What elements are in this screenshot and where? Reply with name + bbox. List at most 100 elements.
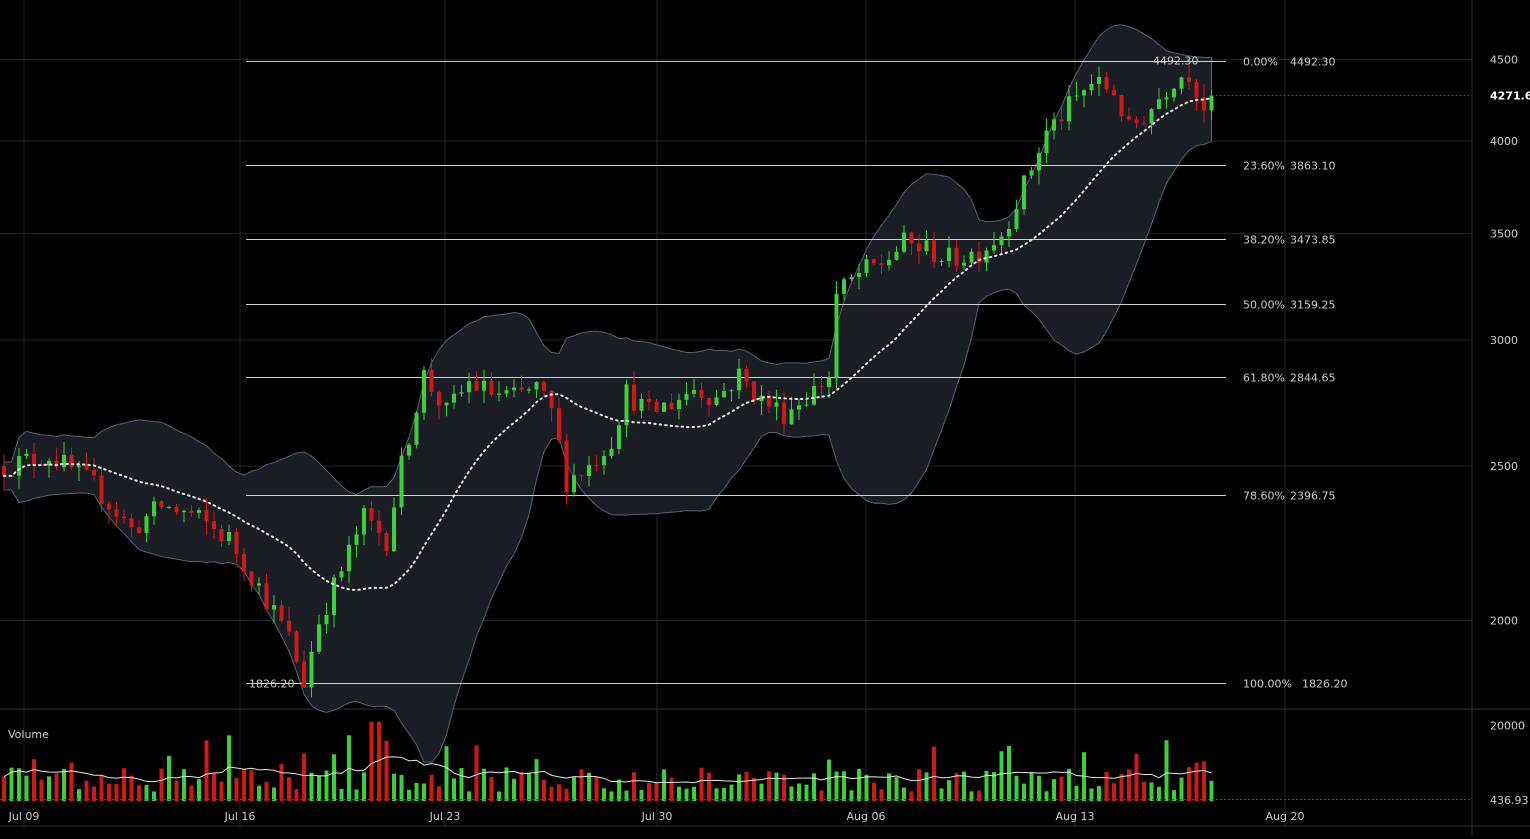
candle-body[interactable] xyxy=(272,605,276,610)
candle-body[interactable] xyxy=(459,392,464,394)
candle-body[interactable] xyxy=(767,395,771,407)
candle-body[interactable] xyxy=(1104,76,1109,90)
volume-bar[interactable] xyxy=(107,783,111,801)
candle-body[interactable] xyxy=(32,453,36,465)
volume-bar[interactable] xyxy=(969,791,974,801)
candle-body[interactable] xyxy=(804,404,809,406)
volume-bar[interactable] xyxy=(1097,786,1101,801)
volume-bar[interactable] xyxy=(1179,777,1184,801)
candle-body[interactable] xyxy=(1097,76,1101,84)
volume-bar[interactable] xyxy=(902,787,906,801)
volume-bar[interactable] xyxy=(159,768,164,801)
candle-body[interactable] xyxy=(1194,81,1199,98)
volume-bar[interactable] xyxy=(699,767,704,801)
candle-body[interactable] xyxy=(774,402,779,407)
volume-bar[interactable] xyxy=(879,789,884,801)
candle-body[interactable] xyxy=(107,503,111,510)
volume-bar[interactable] xyxy=(1119,773,1124,801)
volume-bar[interactable] xyxy=(819,790,824,801)
volume-bar[interactable] xyxy=(849,790,854,801)
volume-bar[interactable] xyxy=(429,774,434,801)
candle-body[interactable] xyxy=(497,393,501,395)
candle-body[interactable] xyxy=(17,456,21,476)
candle-body[interactable] xyxy=(782,402,786,425)
candle-body[interactable] xyxy=(84,465,89,470)
candle-body[interactable] xyxy=(2,466,6,476)
candle-body[interactable] xyxy=(227,532,231,542)
candle-body[interactable] xyxy=(369,508,374,521)
volume-bar[interactable] xyxy=(527,772,531,801)
volume-bar[interactable] xyxy=(534,759,539,801)
volume-bar[interactable] xyxy=(744,771,749,801)
volume-bar[interactable] xyxy=(542,779,546,801)
candle-body[interactable] xyxy=(392,507,396,552)
candle-body[interactable] xyxy=(114,509,119,517)
candle-body[interactable] xyxy=(1022,175,1026,210)
candle-body[interactable] xyxy=(264,583,269,610)
volume-bar[interactable] xyxy=(362,772,366,801)
volume-bar[interactable] xyxy=(114,784,119,801)
volume-bar[interactable] xyxy=(1014,775,1019,801)
volume-bar[interactable] xyxy=(339,788,344,801)
candle-body[interactable] xyxy=(347,544,351,572)
volume-bar[interactable] xyxy=(309,772,314,801)
candle-body[interactable] xyxy=(1074,95,1079,97)
candle-body[interactable] xyxy=(587,465,591,477)
volume-bar[interactable] xyxy=(887,773,891,801)
volume-bar[interactable] xyxy=(729,784,734,801)
candle-body[interactable] xyxy=(339,571,344,578)
candle-body[interactable] xyxy=(744,368,749,382)
volume-bar[interactable] xyxy=(392,773,396,801)
volume-bar[interactable] xyxy=(842,771,846,801)
candle-body[interactable] xyxy=(137,527,141,533)
volume-bar[interactable] xyxy=(827,759,831,802)
candle-body[interactable] xyxy=(482,380,486,391)
candle-body[interactable] xyxy=(279,605,284,621)
candle-body[interactable] xyxy=(332,577,336,616)
candle-body[interactable] xyxy=(1149,109,1154,124)
volume-bar[interactable] xyxy=(1112,783,1116,801)
volume-bar[interactable] xyxy=(137,785,141,801)
volume-bar[interactable] xyxy=(1022,783,1026,801)
candle-body[interactable] xyxy=(864,259,869,273)
volume-bar[interactable] xyxy=(437,786,441,801)
volume-bar[interactable] xyxy=(932,746,936,801)
volume-bar[interactable] xyxy=(279,764,284,801)
candle-body[interactable] xyxy=(639,398,644,411)
volume-bar[interactable] xyxy=(587,772,591,801)
volume-bar[interactable] xyxy=(894,777,899,801)
volume-bar[interactable] xyxy=(99,775,104,801)
volume-bar[interactable] xyxy=(377,721,381,801)
candle-body[interactable] xyxy=(422,370,426,413)
candle-body[interactable] xyxy=(917,243,921,252)
volume-bar[interactable] xyxy=(92,786,96,801)
candle-body[interactable] xyxy=(707,397,711,405)
volume-bar[interactable] xyxy=(324,770,329,801)
candle-body[interactable] xyxy=(1029,170,1034,176)
candle-body[interactable] xyxy=(1164,97,1169,100)
candle-body[interactable] xyxy=(827,377,831,387)
candle-body[interactable] xyxy=(197,510,201,513)
volume-bar[interactable] xyxy=(219,781,224,801)
volume-bar[interactable] xyxy=(617,779,621,801)
volume-bar[interactable] xyxy=(497,791,501,801)
volume-bar[interactable] xyxy=(1067,768,1071,801)
candle-body[interactable] xyxy=(909,232,914,244)
candle-body[interactable] xyxy=(572,475,576,493)
volume-bar[interactable] xyxy=(624,790,629,801)
candle-body[interactable] xyxy=(504,390,509,394)
candle-body[interactable] xyxy=(62,454,66,468)
volume-bar[interactable] xyxy=(1209,780,1214,801)
volume-bar[interactable] xyxy=(579,769,584,801)
candle-body[interactable] xyxy=(842,279,846,294)
volume-bar[interactable] xyxy=(1074,785,1079,801)
volume-bar[interactable] xyxy=(317,776,321,801)
volume-bar[interactable] xyxy=(422,783,426,801)
candle-body[interactable] xyxy=(542,382,546,391)
candle-body[interactable] xyxy=(189,510,194,513)
volume-bar[interactable] xyxy=(332,754,336,801)
candle-body[interactable] xyxy=(609,448,614,457)
candle-body[interactable] xyxy=(1202,97,1206,111)
candle-body[interactable] xyxy=(444,402,449,406)
